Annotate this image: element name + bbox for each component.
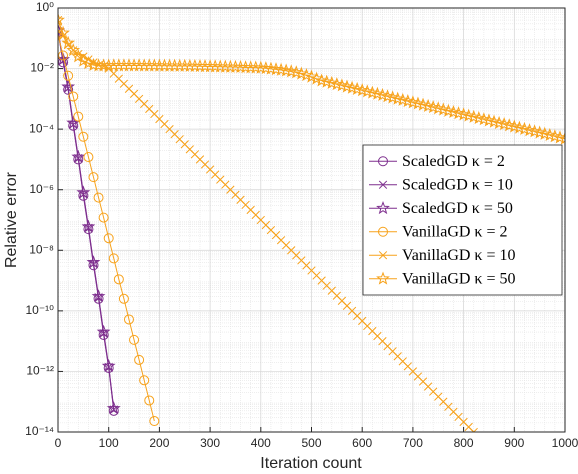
marker (378, 251, 388, 260)
y-tick-label: 10⁻¹² (26, 364, 54, 378)
x-tick-label: 500 (301, 436, 321, 450)
marker (96, 324, 111, 338)
x-tick-label: 800 (454, 436, 474, 450)
marker (63, 70, 74, 81)
x-tick-label: 200 (149, 436, 169, 450)
marker (73, 111, 84, 122)
marker (93, 192, 104, 203)
x-tick-label: 1000 (552, 436, 578, 450)
marker (71, 149, 86, 163)
y-tick-label: 10⁻⁴ (29, 121, 54, 135)
marker (78, 131, 89, 142)
marker (76, 185, 91, 199)
y-tick-label: 10⁻¹⁴ (25, 424, 54, 438)
marker (103, 233, 114, 244)
marker (129, 334, 140, 345)
marker (58, 50, 69, 61)
marker (101, 358, 116, 372)
marker (81, 219, 96, 233)
x-tick-label: 100 (99, 436, 119, 450)
marker (378, 156, 388, 167)
y-tick-label: 10⁻² (30, 61, 54, 75)
series-line (58, 34, 155, 422)
legend-label: ScaledGD κ = 50 (402, 200, 513, 217)
ticks: 0 100 200 300 400 500 600 700 800 900 1000 10⁰ 10⁻² 1… (25, 0, 578, 450)
x-tick-label: 0 (55, 436, 62, 450)
y-tick-label: 10⁰ (36, 0, 54, 14)
x-tick-label: 900 (504, 436, 524, 450)
marker (123, 314, 134, 325)
legend-box (362, 144, 563, 296)
y-axis-label: Relative error (3, 171, 20, 268)
marker (378, 180, 388, 189)
marker (61, 79, 76, 93)
series-layer (58, 12, 565, 441)
marker (134, 354, 145, 365)
marker (98, 212, 109, 223)
marker (376, 201, 390, 215)
marker (475, 433, 483, 441)
marker (144, 395, 155, 406)
marker (86, 255, 101, 269)
marker (376, 271, 390, 285)
marker (139, 375, 150, 386)
marker (113, 274, 124, 285)
x-tick-label: 700 (403, 436, 423, 450)
x-tick-label: 400 (251, 436, 271, 450)
y-tick-label: 10⁻¹⁰ (26, 303, 55, 317)
marker (118, 293, 129, 304)
marker (83, 152, 94, 163)
x-axis-label: Iteration count (260, 455, 362, 472)
marker (106, 401, 121, 415)
marker (61, 35, 76, 49)
marker (88, 172, 99, 183)
legend-label: ScaledGD κ = 2 (402, 153, 505, 170)
marker (149, 416, 160, 427)
marker (108, 253, 119, 264)
marker (469, 427, 478, 432)
marker (91, 289, 106, 303)
legend-label: VanillaGD κ = 2 (402, 223, 508, 240)
marker (558, 131, 565, 145)
legend-label: VanillaGD κ = 50 (402, 270, 516, 287)
marker (66, 43, 81, 57)
legend: ScaledGD κ = 2 ScaledGD κ = 10 ScaledGD κ … (362, 144, 563, 296)
x-tick-label: 600 (352, 436, 372, 450)
marker (58, 25, 70, 39)
y-tick-label: 10⁻⁶ (29, 182, 54, 196)
y-tick-label: 10⁻⁸ (29, 242, 54, 256)
marker (378, 226, 388, 237)
marker (68, 91, 79, 102)
marker (58, 12, 65, 26)
legend-label: VanillaGD κ = 10 (402, 247, 516, 264)
x-tick-label: 300 (200, 436, 220, 450)
legend-label: ScaledGD κ = 10 (402, 176, 513, 193)
